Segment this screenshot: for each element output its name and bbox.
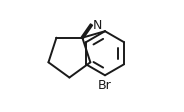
Text: N: N	[93, 18, 102, 31]
Text: Br: Br	[98, 78, 112, 91]
